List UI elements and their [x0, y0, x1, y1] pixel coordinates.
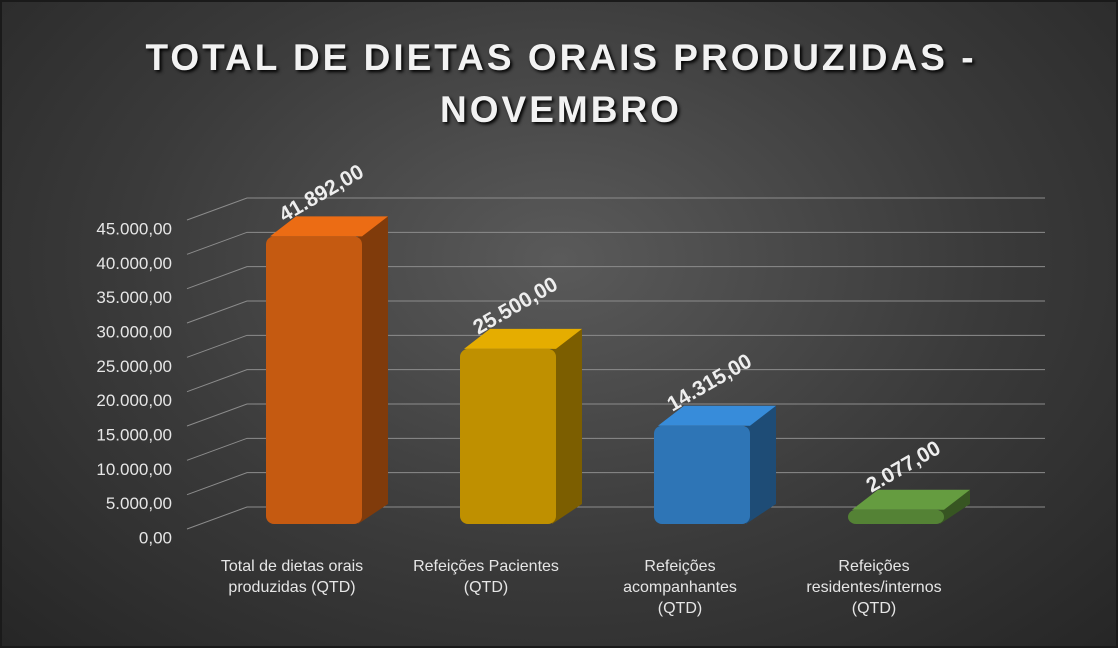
bar [848, 509, 944, 524]
x-tick-label: Refeições Pacientes (QTD) [413, 558, 559, 596]
grid-line [186, 300, 1045, 324]
bar-top [658, 405, 776, 426]
bar-top [852, 489, 970, 510]
y-tick-label: 10.000,00 [96, 460, 172, 479]
y-tick-label: 15.000,00 [96, 425, 172, 444]
data-label: 2.077,00 [862, 437, 944, 498]
bar [460, 348, 556, 524]
x-tick-label: Refeições residentes/internos (QTD) [806, 558, 942, 617]
y-tick-label: 45.000,00 [96, 219, 172, 238]
grid-line [186, 197, 1045, 221]
y-tick-label: 40.000,00 [96, 254, 172, 273]
grid-line [186, 369, 1045, 393]
grid-line [186, 231, 1045, 255]
x-tick-label: Refeições acompanhantes (QTD) [623, 558, 737, 617]
y-tick-label: 25.000,00 [96, 357, 172, 376]
bar [654, 425, 750, 524]
y-tick-label: 30.000,00 [96, 322, 172, 341]
bar-side [552, 328, 582, 524]
bar-side [940, 489, 970, 524]
y-tick-label: 20.000,00 [96, 391, 172, 410]
x-tick-label: Total de dietas orais produzidas (QTD) [220, 558, 364, 596]
bar-top [464, 328, 582, 349]
chart-title: TOTAL DE DIETAS ORAIS PRODUZIDAS - NOVEM… [145, 37, 977, 130]
grid-line [186, 266, 1045, 290]
y-tick-label: 0,00 [139, 528, 172, 547]
bar-side [358, 216, 388, 524]
y-tick-label: 5.000,00 [106, 494, 172, 513]
bar [266, 236, 362, 524]
grid-line [186, 472, 1045, 496]
grid-line [186, 403, 1045, 427]
grid-line [186, 334, 1045, 358]
bar-top [270, 216, 388, 237]
grid-line [186, 506, 1045, 530]
y-tick-label: 35.000,00 [96, 288, 172, 307]
bar-side [746, 405, 776, 524]
grid-line [186, 437, 1045, 461]
